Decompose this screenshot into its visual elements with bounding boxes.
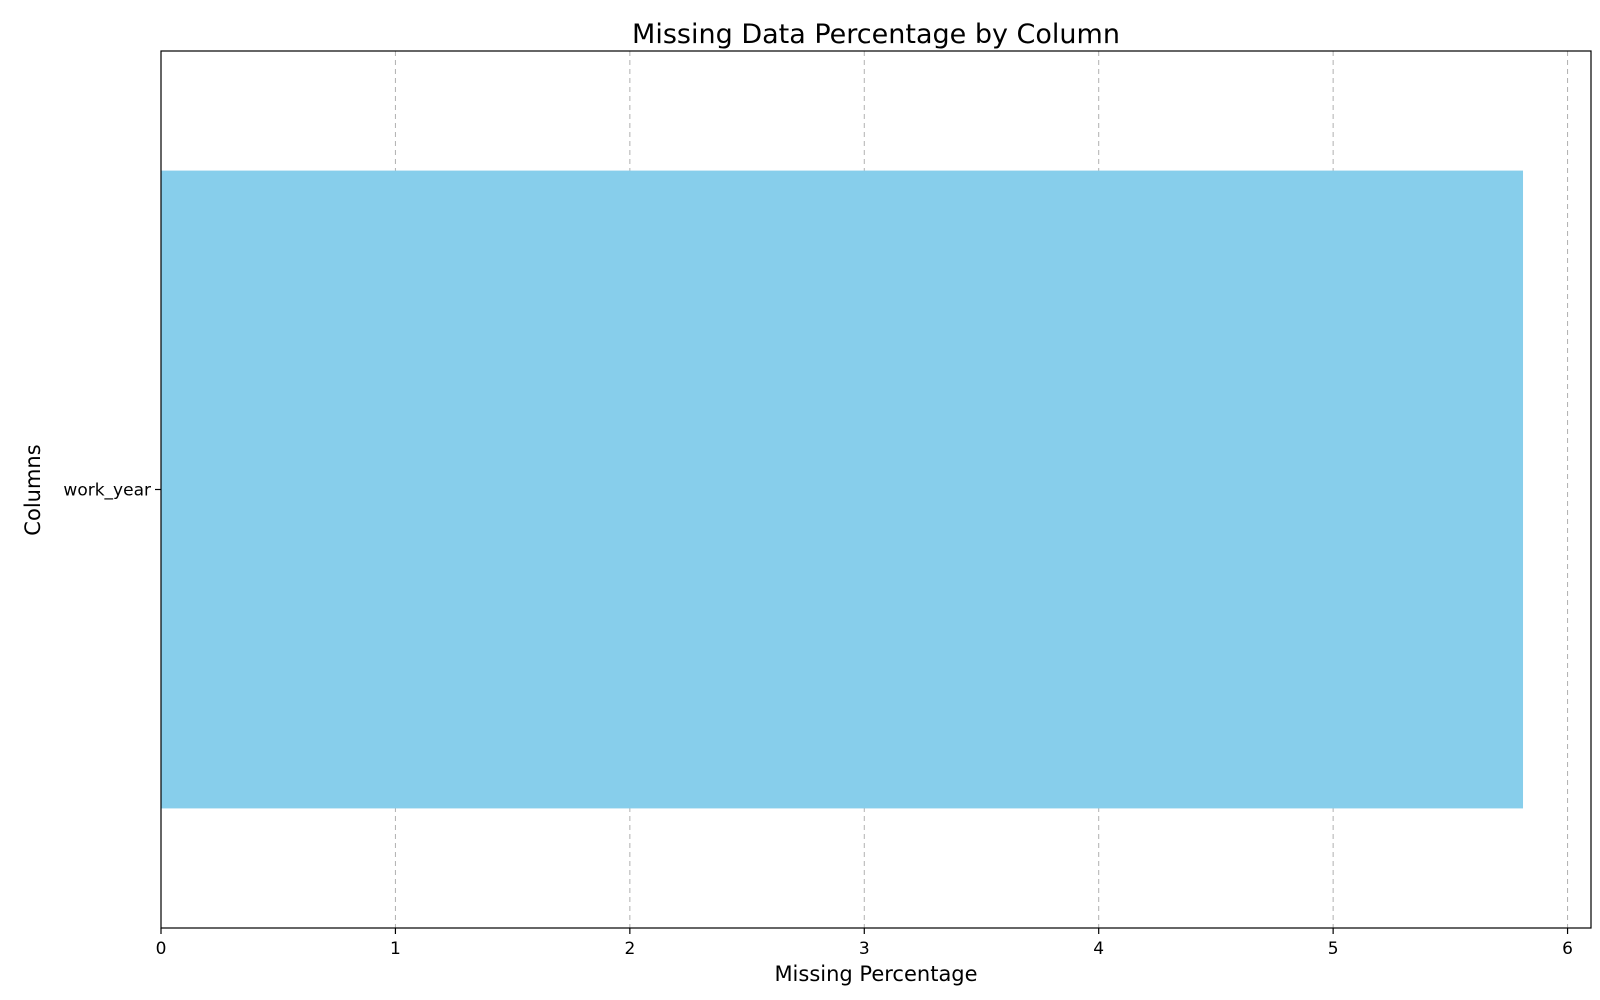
x-tick-label: 5 [1328, 939, 1339, 959]
bars [161, 170, 1524, 809]
y-axis-label: Columns [21, 444, 45, 535]
x-tick-label: 1 [390, 939, 401, 959]
bar [161, 170, 1524, 809]
x-axis-label: Missing Percentage [774, 962, 977, 986]
y-axis-ticks: work_year [63, 481, 161, 501]
x-tick-label: 2 [624, 939, 635, 959]
x-tick-label: 3 [859, 939, 870, 959]
x-tick-label: 0 [156, 939, 167, 959]
chart-title: Missing Data Percentage by Column [632, 19, 1120, 50]
x-tick-label: 6 [1562, 939, 1573, 959]
y-tick-label: work_year [63, 481, 151, 501]
x-tick-label: 4 [1093, 939, 1104, 959]
x-axis-ticks: 0 1 2 3 4 5 6 [156, 928, 1573, 959]
